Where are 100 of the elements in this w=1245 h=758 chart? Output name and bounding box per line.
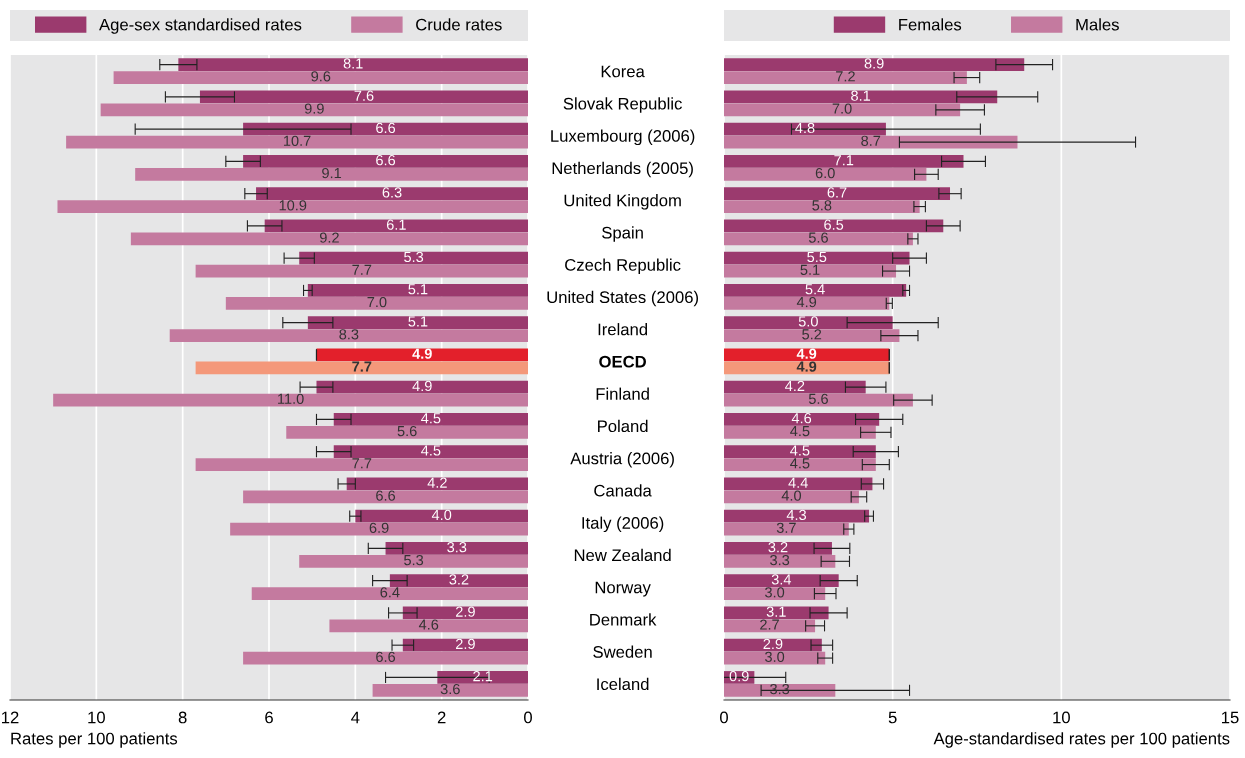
bar bbox=[53, 393, 528, 407]
y-tick-label: Czech Republic bbox=[565, 258, 681, 275]
data-label: 4.2 bbox=[785, 380, 805, 391]
data-label: 3.0 bbox=[765, 651, 785, 662]
bar bbox=[724, 380, 866, 394]
bar bbox=[724, 606, 829, 620]
y-tick-label: New Zealand bbox=[574, 548, 671, 562]
data-label: 6.4 bbox=[380, 587, 400, 598]
data-label: 8.7 bbox=[861, 135, 881, 146]
bar bbox=[57, 200, 528, 213]
y-tick-label: Austria (2006) bbox=[570, 452, 674, 468]
data-label: 9.9 bbox=[304, 103, 324, 114]
bar bbox=[724, 393, 913, 407]
data-label: 3.2 bbox=[768, 542, 788, 553]
bar bbox=[389, 574, 528, 587]
data-label: 8.9 bbox=[864, 58, 884, 69]
legend-label: Females bbox=[899, 18, 962, 31]
data-label: 5.4 bbox=[805, 284, 825, 295]
bar bbox=[724, 219, 944, 233]
bar bbox=[724, 264, 897, 278]
legend-label: Age-sex standardised rates bbox=[99, 18, 302, 34]
bar bbox=[724, 135, 1018, 149]
bar bbox=[195, 361, 528, 375]
x-tick-label: 6 bbox=[265, 711, 273, 724]
x-tick-label: 10 bbox=[1053, 711, 1070, 724]
data-label: 7.7 bbox=[352, 264, 372, 275]
data-label: 6.6 bbox=[376, 651, 396, 662]
data-label: 6.6 bbox=[376, 155, 396, 166]
data-label: 10.9 bbox=[279, 200, 307, 211]
bar bbox=[724, 638, 822, 652]
bar bbox=[264, 219, 528, 233]
bar bbox=[724, 58, 1025, 71]
bar bbox=[299, 555, 528, 568]
bar bbox=[724, 445, 876, 458]
bar bbox=[724, 651, 826, 665]
bar bbox=[307, 284, 528, 297]
data-label: 4.4 bbox=[788, 477, 808, 488]
data-label: 2.9 bbox=[763, 638, 783, 650]
bar bbox=[385, 542, 528, 555]
x-tick-label: 0 bbox=[524, 711, 532, 724]
data-label: 5.6 bbox=[808, 232, 828, 243]
bar bbox=[724, 490, 859, 504]
bar bbox=[199, 90, 528, 104]
data-label: 4.9 bbox=[412, 348, 432, 359]
bar bbox=[243, 155, 528, 168]
x-tick-label: 10 bbox=[88, 711, 105, 724]
bar bbox=[329, 619, 528, 633]
y-tick-label: Finland bbox=[596, 387, 649, 400]
data-label: 6.1 bbox=[386, 219, 406, 230]
bar bbox=[316, 348, 528, 362]
bar bbox=[724, 200, 920, 213]
data-label: 3.7 bbox=[776, 522, 796, 533]
bar bbox=[286, 426, 528, 439]
bar bbox=[724, 284, 907, 297]
y-tick-label: Poland bbox=[598, 419, 648, 433]
bar bbox=[724, 329, 900, 342]
data-label: 4.5 bbox=[790, 426, 810, 437]
data-label: 5.8 bbox=[812, 200, 832, 211]
data-label: 3.1 bbox=[766, 606, 786, 617]
data-label: 4.5 bbox=[421, 445, 441, 456]
data-label: 4.8 bbox=[795, 122, 815, 134]
bar bbox=[402, 638, 528, 652]
bar bbox=[355, 509, 528, 523]
data-label: 8.3 bbox=[339, 329, 359, 340]
bar bbox=[724, 297, 890, 310]
bar bbox=[724, 232, 913, 246]
bar bbox=[346, 477, 528, 491]
bar bbox=[724, 555, 836, 568]
bar bbox=[299, 251, 528, 265]
bar bbox=[316, 380, 528, 394]
bar bbox=[724, 103, 961, 117]
data-label: 11.0 bbox=[278, 393, 304, 404]
x-tick-label: 4 bbox=[351, 711, 360, 724]
data-label: 5.2 bbox=[802, 329, 822, 340]
bar bbox=[195, 458, 528, 471]
y-tick-label: Luxembourg (2006) bbox=[551, 129, 695, 146]
bar bbox=[243, 651, 528, 665]
x-tick-label: 0 bbox=[720, 711, 728, 724]
data-label: 7.7 bbox=[352, 361, 372, 372]
bar bbox=[724, 458, 876, 471]
bar bbox=[724, 90, 998, 104]
data-label: 8.1 bbox=[343, 58, 363, 69]
data-label: 4.9 bbox=[796, 296, 817, 308]
data-label: 6.9 bbox=[369, 522, 389, 533]
bar bbox=[230, 522, 528, 536]
data-label: 5.0 bbox=[798, 316, 818, 327]
data-label: 8.1 bbox=[851, 90, 871, 101]
y-tick-label: United States (2006) bbox=[547, 290, 699, 307]
data-label: 4.0 bbox=[781, 490, 802, 501]
data-label: 2.7 bbox=[760, 619, 779, 630]
data-label: 7.1 bbox=[834, 155, 854, 166]
data-label: 4.9 bbox=[412, 380, 432, 392]
data-label: 4.5 bbox=[790, 458, 810, 469]
bar bbox=[724, 316, 893, 329]
data-label: 7.6 bbox=[354, 90, 374, 101]
data-label: 6.0 bbox=[815, 167, 835, 179]
bar bbox=[724, 155, 964, 168]
bar bbox=[724, 619, 816, 633]
data-label: 3.0 bbox=[765, 587, 785, 598]
bar bbox=[724, 587, 826, 600]
